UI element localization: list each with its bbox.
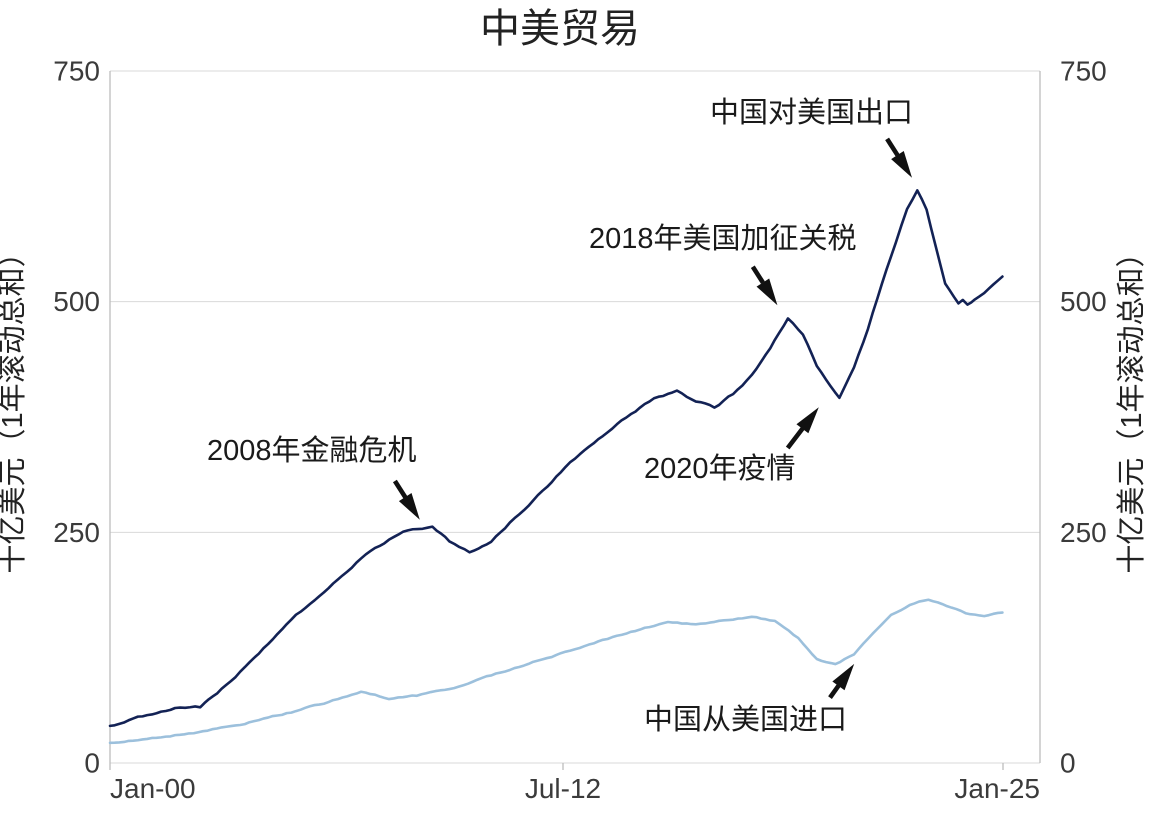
- svg-text:Jul-12: Jul-12: [525, 773, 601, 804]
- svg-text:250: 250: [53, 517, 100, 548]
- svg-text:2018年美国加征关税: 2018年美国加征关税: [589, 222, 857, 255]
- svg-text:0: 0: [1060, 748, 1076, 779]
- svg-text:2020年疫情: 2020年疫情: [644, 452, 796, 485]
- svg-text:Jan-25: Jan-25: [954, 773, 1040, 804]
- svg-text:250: 250: [1060, 517, 1107, 548]
- svg-text:750: 750: [1060, 56, 1107, 87]
- svg-text:2008年金融危机: 2008年金融危机: [207, 434, 417, 467]
- svg-text:中美贸易: 中美贸易: [480, 7, 640, 51]
- svg-text:中国对美国出口: 中国对美国出口: [710, 96, 913, 129]
- svg-text:750: 750: [53, 56, 100, 87]
- svg-text:十亿美元（1年滚动总和）: 十亿美元（1年滚动总和）: [0, 238, 29, 573]
- svg-text:十亿美元（1年滚动总和）: 十亿美元（1年滚动总和）: [1115, 238, 1148, 573]
- svg-text:500: 500: [53, 286, 100, 317]
- svg-text:0: 0: [84, 748, 100, 779]
- svg-text:Jan-00: Jan-00: [110, 773, 196, 804]
- svg-text:中国从美国进口: 中国从美国进口: [644, 703, 847, 736]
- svg-text:500: 500: [1060, 286, 1107, 317]
